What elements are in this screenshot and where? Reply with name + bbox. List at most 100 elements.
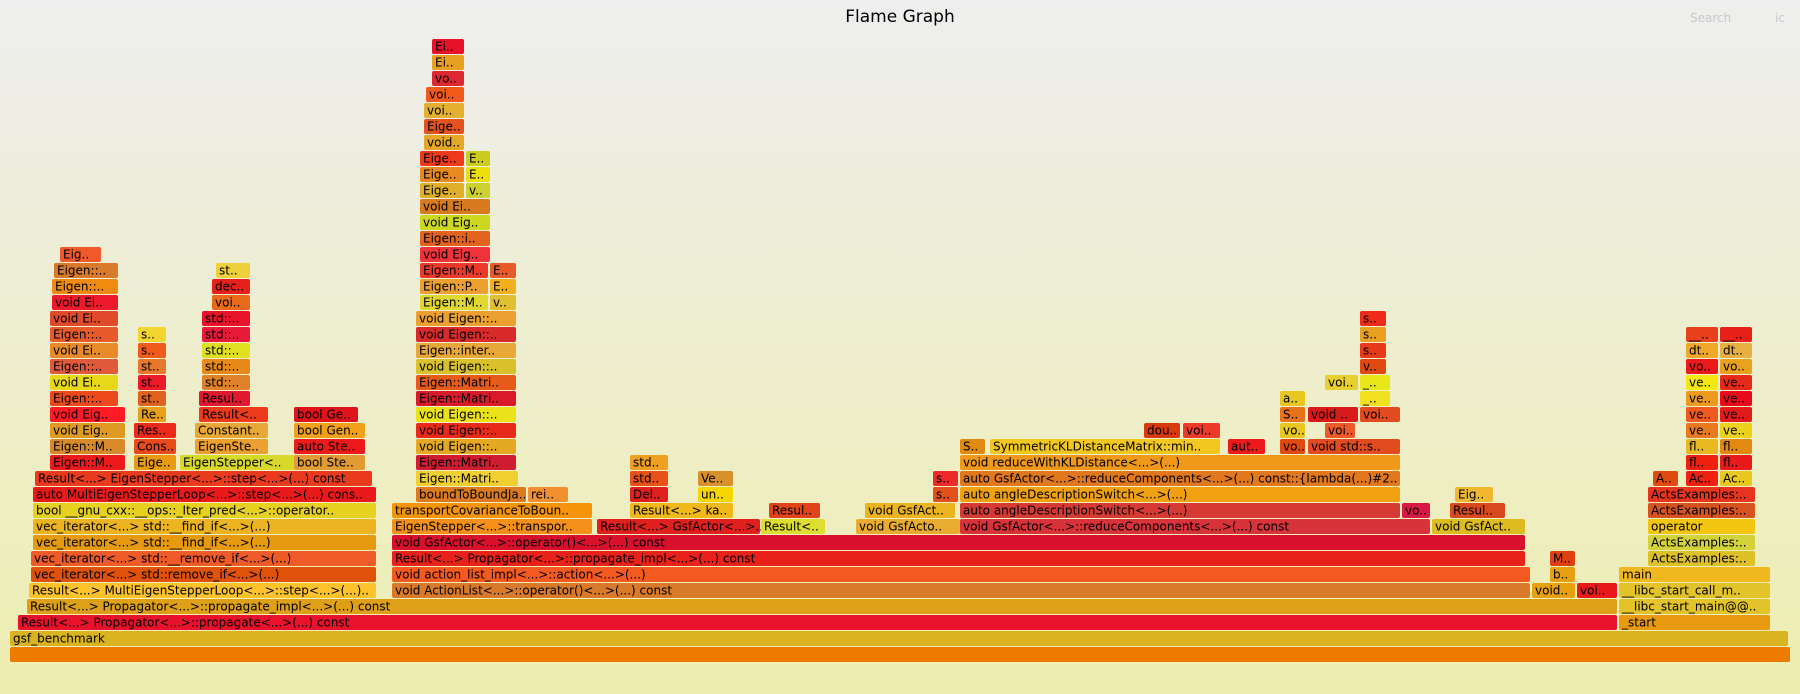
flame-frame[interactable]: ve.. (1720, 391, 1752, 406)
flame-frame[interactable]: void Eigen::.. (416, 407, 516, 422)
flame-frame-bar[interactable] (199, 391, 250, 406)
flame-frame-bar[interactable] (138, 391, 166, 406)
flame-frame-bar[interactable] (416, 359, 516, 374)
flame-frame-bar[interactable] (865, 503, 955, 518)
flame-frame[interactable]: s.. (138, 327, 166, 342)
flame-frame[interactable]: void.. (424, 135, 464, 150)
flame-frame-bar[interactable] (212, 295, 250, 310)
flame-frame-bar[interactable] (138, 375, 166, 390)
flame-frame-bar[interactable] (134, 439, 176, 454)
flame-frame-bar[interactable] (1325, 375, 1358, 390)
flame-frame-bar[interactable] (392, 567, 1530, 582)
flame-frame-bar[interactable] (1360, 391, 1390, 406)
flame-frame[interactable]: void ActionList<...>::operator()<...>(..… (392, 583, 1530, 598)
flame-frame[interactable]: std.. (630, 455, 668, 470)
flame-frame[interactable]: voi.. (1183, 423, 1220, 438)
flame-frame-bar[interactable] (1720, 359, 1752, 374)
flame-frame-bar[interactable] (33, 535, 376, 550)
flame-frame[interactable]: fl.. (1720, 455, 1752, 470)
flame-frame-bar[interactable] (933, 487, 958, 502)
flame-frame-bar[interactable] (392, 551, 1525, 566)
flame-frame-bar[interactable] (416, 471, 518, 486)
flame-frame[interactable]: st.. (138, 359, 166, 374)
flame-frame[interactable]: vec_iterator<...> std::remove_if<...>(..… (31, 567, 376, 582)
flame-frame[interactable]: S.. (960, 439, 985, 454)
flame-frame[interactable]: boundToBoundJa.. (416, 487, 526, 502)
flame-frame[interactable]: Eige.. (420, 167, 464, 182)
flame-frame-bar[interactable] (54, 263, 118, 278)
flame-frame-bar[interactable] (195, 439, 268, 454)
flame-frame[interactable]: Ac.. (1686, 471, 1718, 486)
flame-frame[interactable]: st.. (216, 263, 250, 278)
flame-frame-bar[interactable] (1653, 471, 1678, 486)
flame-frame-bar[interactable] (416, 439, 516, 454)
flame-frame[interactable]: std::.. (202, 311, 250, 326)
flame-frame-bar[interactable] (50, 391, 118, 406)
flame-frame[interactable]: Eigen::i.. (420, 231, 490, 246)
flame-frame-bar[interactable] (27, 599, 1617, 614)
flame-frame[interactable]: void GsfActor<...>::reduceComponents<...… (960, 519, 1430, 534)
flame-frame[interactable]: __libc_start_main@@.. (1619, 599, 1770, 614)
flame-frame[interactable]: __.. (1720, 327, 1752, 342)
flame-frame[interactable]: st.. (138, 375, 166, 390)
flame-frame[interactable]: v.. (466, 183, 490, 198)
flame-frame-bar[interactable] (698, 471, 733, 486)
flame-frame-bar[interactable] (50, 407, 125, 422)
flame-frame[interactable]: Eigen::M.. (420, 263, 488, 278)
flame-frame[interactable]: voi.. (424, 103, 464, 118)
flame-frame[interactable]: Eig.. (60, 247, 101, 262)
flame-frame-bar[interactable] (1360, 311, 1386, 326)
flame-frame-bar[interactable] (1686, 471, 1718, 486)
flame-frame[interactable]: Eige.. (134, 455, 176, 470)
flame-frame-bar[interactable] (416, 375, 516, 390)
flame-frame[interactable]: transportCovarianceToBoun.. (392, 503, 592, 518)
flame-frame-bar[interactable] (490, 295, 516, 310)
flame-frame[interactable]: s.. (1360, 343, 1386, 358)
flame-frame-bar[interactable] (10, 647, 1790, 662)
flame-frame-bar[interactable] (856, 519, 960, 534)
flame-frame[interactable]: Result<...> Propagator<...>::propagate<.… (18, 615, 1617, 630)
flame-frame-bar[interactable] (1360, 407, 1400, 422)
flame-frame[interactable]: void GsfAct.. (1432, 519, 1525, 534)
flame-frame[interactable]: EigenStepper<.. (180, 455, 295, 470)
flame-frame-bar[interactable] (1686, 407, 1718, 422)
flame-frame-bar[interactable] (1360, 359, 1386, 374)
flame-frame[interactable]: Eigen::Matri.. (416, 375, 516, 390)
flame-frame[interactable]: auto MultiEigenStepperLoop<...>::step<..… (33, 487, 376, 502)
flame-frame[interactable]: voi.. (212, 295, 250, 310)
flame-frame-bar[interactable] (1648, 503, 1755, 518)
flame-frame-bar[interactable] (1360, 343, 1386, 358)
flame-frame[interactable]: Del.. (630, 487, 668, 502)
flame-frame[interactable]: auto angleDescriptionSwitch<...>(...) (960, 503, 1400, 518)
flame-frame[interactable]: Eigen::inter.. (416, 343, 516, 358)
flame-frame-bar[interactable] (31, 551, 376, 566)
flame-frame[interactable]: Eigen::M.. (50, 439, 125, 454)
flame-frame-bar[interactable] (1619, 615, 1770, 630)
flame-frame-bar[interactable] (1402, 503, 1430, 518)
flame-frame-bar[interactable] (134, 455, 176, 470)
flame-frame-bar[interactable] (528, 487, 568, 502)
flame-frame[interactable]: Eigen::Matri.. (416, 455, 516, 470)
flame-frame[interactable]: E.. (466, 151, 490, 166)
flame-frame-bar[interactable] (202, 359, 250, 374)
flame-frame[interactable]: gsf_benchmark (10, 631, 1788, 646)
flame-frame-bar[interactable] (1144, 423, 1180, 438)
flame-frame[interactable]: Resul.. (1450, 503, 1505, 518)
flame-frame-bar[interactable] (630, 471, 668, 486)
flame-frame-bar[interactable] (294, 455, 365, 470)
flame-frame[interactable]: Result<.. (199, 407, 268, 422)
flame-frame[interactable]: ve.. (1686, 375, 1718, 390)
flame-frame-bar[interactable] (1550, 567, 1575, 582)
flame-frame[interactable]: Eigen::Matri.. (416, 471, 518, 486)
flame-frame[interactable]: vo.. (1720, 359, 1752, 374)
flame-frame[interactable]: Constant.. (195, 423, 268, 438)
flame-frame-bar[interactable] (769, 503, 820, 518)
flame-frame-bar[interactable] (1550, 551, 1575, 566)
flame-frame-bar[interactable] (1720, 375, 1752, 390)
flame-frame[interactable]: s.. (933, 487, 958, 502)
flame-frame-bar[interactable] (416, 455, 516, 470)
flame-frame-bar[interactable] (294, 407, 358, 422)
flame-frame[interactable]: void Eigen::.. (416, 423, 516, 438)
flame-frame-bar[interactable] (180, 455, 295, 470)
flame-frame[interactable]: Eige.. (420, 183, 464, 198)
